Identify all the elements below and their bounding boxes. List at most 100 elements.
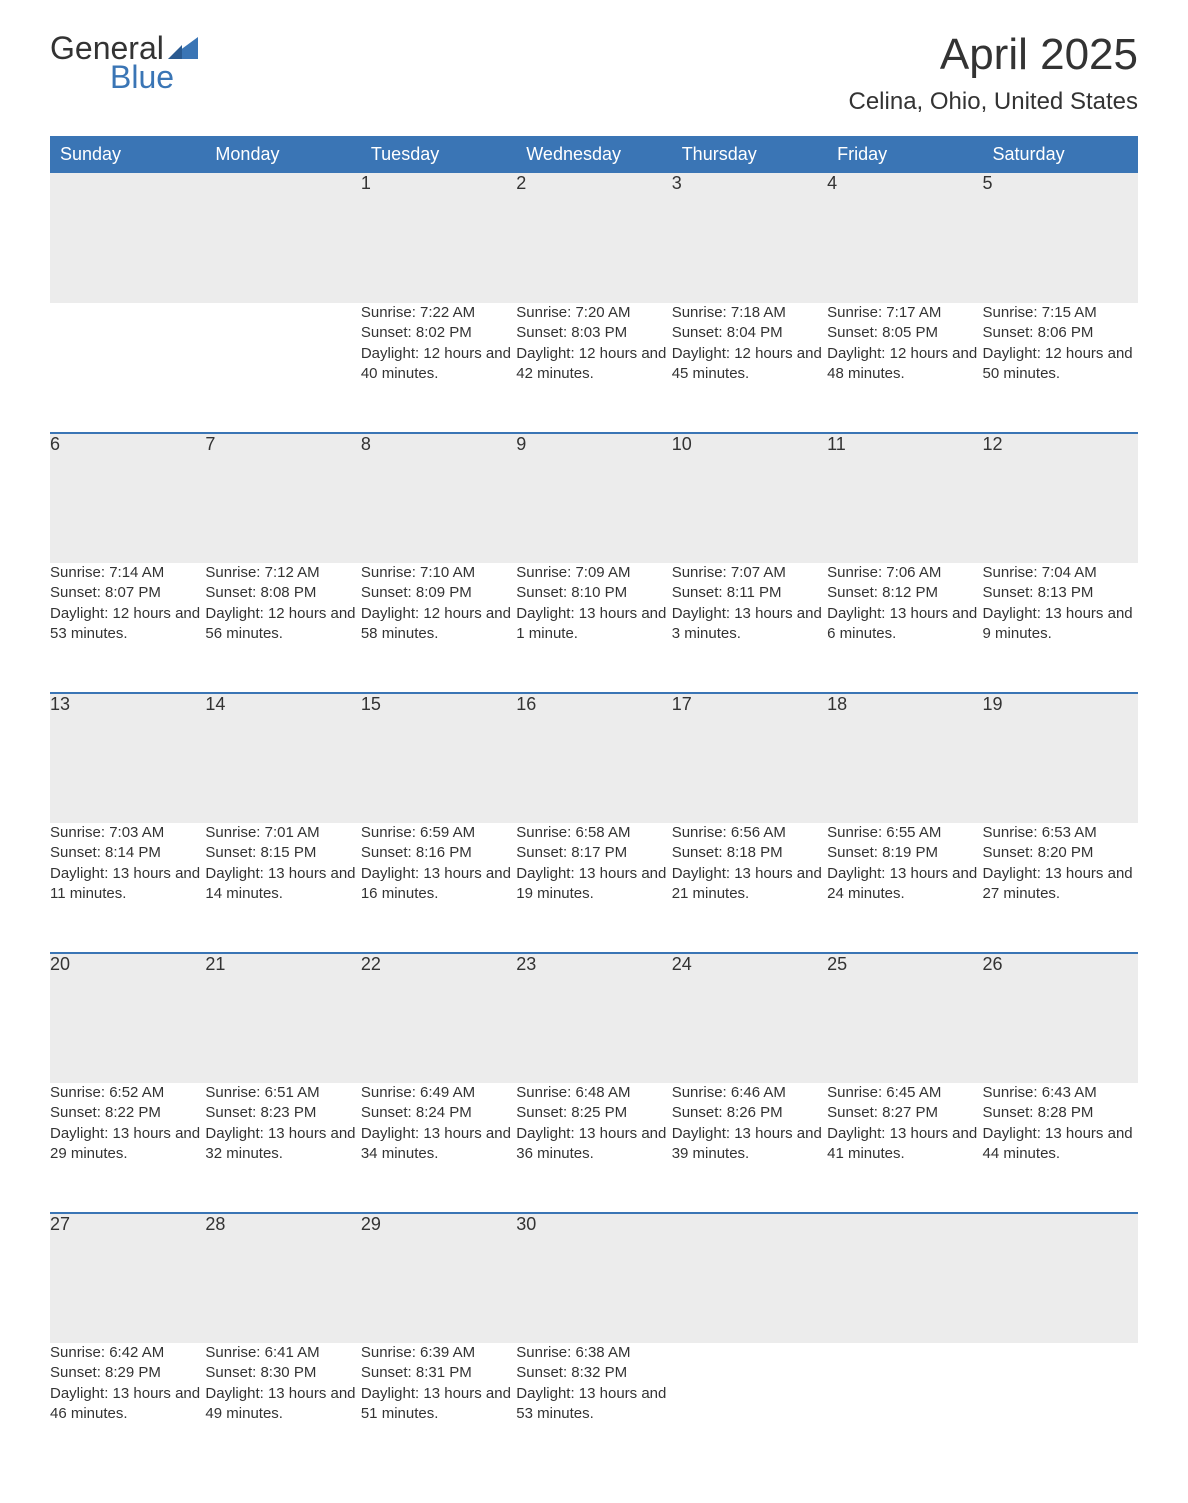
sunset-text: Sunset: 8:32 PM bbox=[516, 1363, 671, 1383]
day-number: 4 bbox=[827, 173, 837, 193]
daylight-text: Daylight: 13 hours and 3 minutes. bbox=[672, 604, 827, 645]
day-number-cell bbox=[672, 1213, 827, 1343]
sunset-text: Sunset: 8:08 PM bbox=[205, 583, 360, 603]
sunrise-text: Sunrise: 6:59 AM bbox=[361, 823, 516, 843]
day-number-cell: 26 bbox=[983, 953, 1138, 1083]
daylight-text: Daylight: 13 hours and 44 minutes. bbox=[983, 1124, 1138, 1165]
sunset-text: Sunset: 8:03 PM bbox=[516, 323, 671, 343]
daylight-text: Daylight: 13 hours and 16 minutes. bbox=[361, 864, 516, 905]
day-number: 26 bbox=[983, 954, 1003, 974]
day-number-cell: 27 bbox=[50, 1213, 205, 1343]
sunset-text: Sunset: 8:27 PM bbox=[827, 1103, 982, 1123]
daylight-text: Daylight: 12 hours and 56 minutes. bbox=[205, 604, 360, 645]
day-number-cell: 12 bbox=[983, 433, 1138, 563]
sunset-text: Sunset: 8:28 PM bbox=[983, 1103, 1138, 1123]
day-detail-cell: Sunrise: 6:38 AMSunset: 8:32 PMDaylight:… bbox=[516, 1343, 671, 1473]
sunset-text: Sunset: 8:22 PM bbox=[50, 1103, 205, 1123]
daylight-text: Daylight: 13 hours and 53 minutes. bbox=[516, 1384, 671, 1425]
sunset-text: Sunset: 8:12 PM bbox=[827, 583, 982, 603]
day-number: 1 bbox=[361, 173, 371, 193]
daylight-text: Daylight: 13 hours and 34 minutes. bbox=[361, 1124, 516, 1165]
sunrise-text: Sunrise: 7:07 AM bbox=[672, 563, 827, 583]
day-number: 11 bbox=[827, 434, 846, 454]
sunrise-text: Sunrise: 7:01 AM bbox=[205, 823, 360, 843]
daylight-text: Daylight: 12 hours and 45 minutes. bbox=[672, 344, 827, 385]
calendar-table: Sunday Monday Tuesday Wednesday Thursday… bbox=[50, 136, 1138, 1473]
weekday-header: Wednesday bbox=[516, 136, 671, 173]
day-detail-cell: Sunrise: 7:12 AMSunset: 8:08 PMDaylight:… bbox=[205, 563, 360, 693]
day-detail-cell: Sunrise: 6:42 AMSunset: 8:29 PMDaylight:… bbox=[50, 1343, 205, 1473]
day-number-cell: 30 bbox=[516, 1213, 671, 1343]
sunrise-text: Sunrise: 6:58 AM bbox=[516, 823, 671, 843]
logo: General Blue bbox=[50, 30, 198, 96]
daynum-row: 27282930 bbox=[50, 1213, 1138, 1343]
sunset-text: Sunset: 8:04 PM bbox=[672, 323, 827, 343]
sunrise-text: Sunrise: 7:15 AM bbox=[983, 303, 1138, 323]
weekday-header: Saturday bbox=[983, 136, 1138, 173]
sunset-text: Sunset: 8:31 PM bbox=[361, 1363, 516, 1383]
day-detail-cell: Sunrise: 7:14 AMSunset: 8:07 PMDaylight:… bbox=[50, 563, 205, 693]
sunrise-text: Sunrise: 6:48 AM bbox=[516, 1083, 671, 1103]
sunset-text: Sunset: 8:23 PM bbox=[205, 1103, 360, 1123]
day-detail-cell: Sunrise: 7:15 AMSunset: 8:06 PMDaylight:… bbox=[983, 303, 1138, 433]
sunset-text: Sunset: 8:17 PM bbox=[516, 843, 671, 863]
day-detail-cell: Sunrise: 7:04 AMSunset: 8:13 PMDaylight:… bbox=[983, 563, 1138, 693]
logo-word2: Blue bbox=[110, 59, 174, 96]
sunset-text: Sunset: 8:30 PM bbox=[205, 1363, 360, 1383]
daylight-text: Daylight: 13 hours and 41 minutes. bbox=[827, 1124, 982, 1165]
sunrise-text: Sunrise: 7:18 AM bbox=[672, 303, 827, 323]
day-number-cell: 21 bbox=[205, 953, 360, 1083]
day-number-cell: 9 bbox=[516, 433, 671, 563]
detail-row: Sunrise: 6:42 AMSunset: 8:29 PMDaylight:… bbox=[50, 1343, 1138, 1473]
day-number: 14 bbox=[205, 694, 225, 714]
day-number: 21 bbox=[205, 954, 225, 974]
daylight-text: Daylight: 12 hours and 48 minutes. bbox=[827, 344, 982, 385]
month-title: April 2025 bbox=[849, 30, 1139, 80]
day-number-cell: 17 bbox=[672, 693, 827, 823]
day-number-cell bbox=[205, 173, 360, 303]
day-detail-cell bbox=[205, 303, 360, 433]
daylight-text: Daylight: 12 hours and 42 minutes. bbox=[516, 344, 671, 385]
daylight-text: Daylight: 13 hours and 19 minutes. bbox=[516, 864, 671, 905]
day-detail-cell: Sunrise: 6:46 AMSunset: 8:26 PMDaylight:… bbox=[672, 1083, 827, 1213]
day-number-cell: 22 bbox=[361, 953, 516, 1083]
sunset-text: Sunset: 8:09 PM bbox=[361, 583, 516, 603]
day-number: 18 bbox=[827, 694, 847, 714]
day-detail-cell: Sunrise: 7:09 AMSunset: 8:10 PMDaylight:… bbox=[516, 563, 671, 693]
day-number-cell bbox=[50, 173, 205, 303]
daylight-text: Daylight: 13 hours and 32 minutes. bbox=[205, 1124, 360, 1165]
day-number-cell bbox=[827, 1213, 982, 1343]
day-number-cell: 23 bbox=[516, 953, 671, 1083]
day-number-cell: 20 bbox=[50, 953, 205, 1083]
daynum-row: 12345 bbox=[50, 173, 1138, 303]
day-number: 12 bbox=[983, 434, 1003, 454]
day-detail-cell: Sunrise: 6:53 AMSunset: 8:20 PMDaylight:… bbox=[983, 823, 1138, 953]
day-detail-cell: Sunrise: 7:06 AMSunset: 8:12 PMDaylight:… bbox=[827, 563, 982, 693]
daylight-text: Daylight: 13 hours and 46 minutes. bbox=[50, 1384, 205, 1425]
daynum-row: 6789101112 bbox=[50, 433, 1138, 563]
day-number: 3 bbox=[672, 173, 682, 193]
sunset-text: Sunset: 8:11 PM bbox=[672, 583, 827, 603]
day-number-cell: 15 bbox=[361, 693, 516, 823]
sunrise-text: Sunrise: 6:51 AM bbox=[205, 1083, 360, 1103]
weekday-header: Monday bbox=[205, 136, 360, 173]
day-number: 20 bbox=[50, 954, 70, 974]
day-detail-cell: Sunrise: 6:58 AMSunset: 8:17 PMDaylight:… bbox=[516, 823, 671, 953]
day-number-cell: 28 bbox=[205, 1213, 360, 1343]
header: General Blue April 2025 Celina, Ohio, Un… bbox=[50, 30, 1138, 116]
sunrise-text: Sunrise: 6:41 AM bbox=[205, 1343, 360, 1363]
day-detail-cell: Sunrise: 6:56 AMSunset: 8:18 PMDaylight:… bbox=[672, 823, 827, 953]
title-block: April 2025 Celina, Ohio, United States bbox=[849, 30, 1139, 116]
sunrise-text: Sunrise: 7:12 AM bbox=[205, 563, 360, 583]
sunrise-text: Sunrise: 6:56 AM bbox=[672, 823, 827, 843]
day-detail-cell: Sunrise: 7:10 AMSunset: 8:09 PMDaylight:… bbox=[361, 563, 516, 693]
day-number-cell: 16 bbox=[516, 693, 671, 823]
weekday-header-row: Sunday Monday Tuesday Wednesday Thursday… bbox=[50, 136, 1138, 173]
day-number-cell: 25 bbox=[827, 953, 982, 1083]
detail-row: Sunrise: 6:52 AMSunset: 8:22 PMDaylight:… bbox=[50, 1083, 1138, 1213]
sunrise-text: Sunrise: 6:42 AM bbox=[50, 1343, 205, 1363]
daylight-text: Daylight: 13 hours and 11 minutes. bbox=[50, 864, 205, 905]
day-detail-cell bbox=[672, 1343, 827, 1473]
sunset-text: Sunset: 8:20 PM bbox=[983, 843, 1138, 863]
day-number: 15 bbox=[361, 694, 381, 714]
